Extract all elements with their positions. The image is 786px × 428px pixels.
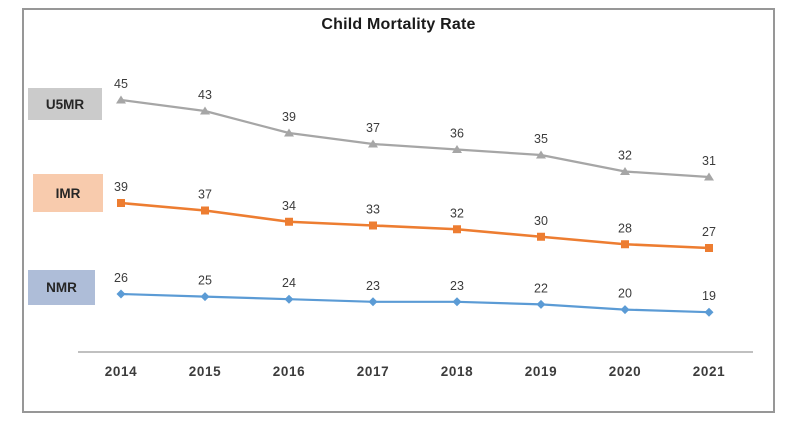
data-point-marker-triangle	[452, 145, 462, 153]
data-label: 22	[534, 281, 548, 295]
data-point-marker-triangle	[284, 128, 294, 137]
chart-title: Child Mortality Rate	[321, 16, 476, 33]
series-label-imr: IMR	[33, 174, 103, 212]
data-point-marker-triangle	[704, 172, 714, 181]
data-point-marker-square	[369, 221, 377, 230]
data-point-marker-diamond	[368, 297, 378, 307]
data-label: 23	[450, 279, 464, 293]
series-label-nmr: NMR	[28, 270, 95, 305]
data-label: 26	[114, 271, 128, 285]
data-point-marker-triangle	[368, 139, 378, 148]
data-label: 30	[534, 214, 548, 228]
data-label: 23	[366, 279, 380, 293]
data-label: 34	[282, 199, 296, 213]
x-axis-label: 2016	[273, 364, 305, 379]
data-point-marker-triangle	[116, 95, 126, 104]
data-point-marker-diamond	[536, 299, 546, 309]
data-point-marker-triangle	[620, 167, 630, 175]
chart-canvas: 2014 2015 2016 2017 2018 2019 2020 202145433937…	[78, 77, 753, 379]
x-axis-label: 2019	[525, 364, 557, 379]
data-point-marker-square	[117, 199, 125, 207]
x-axis-label: 2020	[609, 364, 641, 379]
data-label: 25	[198, 274, 212, 288]
chart-container: Child Mortality Rate U5MR IMR NMR 2014 20…	[22, 8, 775, 413]
data-label: 45	[114, 77, 128, 91]
data-label: 28	[618, 221, 632, 235]
data-label: 39	[114, 180, 128, 194]
data-label: 43	[198, 88, 212, 102]
data-label: 32	[618, 149, 632, 163]
data-label: 37	[198, 188, 212, 202]
data-label: 27	[702, 225, 716, 239]
data-label: 20	[618, 287, 632, 301]
data-point-marker-triangle	[536, 150, 546, 159]
series-label-u5mr: U5MR	[28, 88, 102, 120]
x-axis-label: 2021	[693, 364, 725, 379]
data-label: 31	[702, 154, 716, 168]
data-point-marker-triangle	[200, 106, 210, 115]
x-axis-label: 2018	[441, 364, 473, 379]
data-label: 33	[366, 203, 380, 217]
data-label: 19	[702, 289, 716, 303]
x-axis-label: 2014	[105, 364, 137, 379]
data-label: 35	[534, 132, 548, 146]
data-point-marker-square	[705, 244, 713, 252]
data-point-marker-diamond	[200, 292, 210, 302]
data-point-marker-diamond	[284, 294, 294, 304]
data-label: 24	[282, 276, 296, 290]
data-label: 32	[450, 206, 464, 220]
x-axis-label: 2015	[189, 364, 221, 379]
data-point-marker-diamond	[452, 297, 462, 307]
data-point-marker-diamond	[704, 307, 714, 317]
data-point-marker-diamond	[620, 305, 630, 315]
data-point-marker-square	[537, 232, 545, 241]
data-point-marker-square	[201, 206, 209, 215]
data-label: 37	[366, 121, 380, 135]
data-point-marker-square	[285, 217, 293, 226]
series-line-u5mr	[119, 98, 711, 179]
x-axis-label: 2017	[357, 364, 389, 379]
series-line-nmr	[119, 292, 711, 314]
data-label: 36	[450, 127, 464, 141]
data-label: 39	[282, 110, 296, 124]
series-line-imr	[119, 201, 711, 250]
data-point-marker-square	[453, 225, 461, 234]
data-point-marker-square	[621, 240, 629, 249]
data-point-marker-diamond	[116, 289, 126, 299]
